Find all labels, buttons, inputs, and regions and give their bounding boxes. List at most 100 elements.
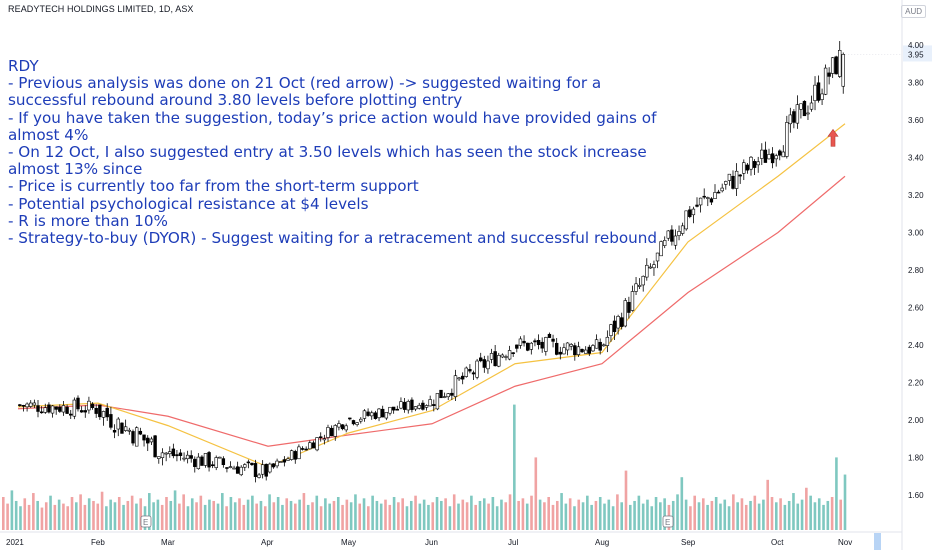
candle-body xyxy=(182,457,186,460)
volume-bar xyxy=(616,494,619,530)
volume-bar xyxy=(547,497,550,530)
volume-bar xyxy=(354,494,357,530)
candle-body xyxy=(634,283,638,292)
candle-body xyxy=(417,404,421,409)
candle-body xyxy=(362,410,367,419)
candle-body xyxy=(486,360,490,370)
candle-body xyxy=(691,208,696,216)
candle-body xyxy=(525,342,530,351)
candle-body xyxy=(641,275,645,286)
candle-body xyxy=(250,462,254,466)
candle-body xyxy=(442,396,447,398)
y-tick-label: 3.20 xyxy=(908,191,924,200)
candle-body xyxy=(695,204,699,207)
candle-body xyxy=(439,389,443,399)
volume-bar xyxy=(79,494,82,530)
volume-bar xyxy=(212,500,216,530)
candle-body xyxy=(673,235,678,246)
candle-body xyxy=(781,151,785,158)
volume-bar xyxy=(109,499,112,530)
annotation-line: - Strategy-to-buy (DYOR) - Suggest waiti… xyxy=(8,229,658,248)
candle-body xyxy=(457,377,461,380)
volume-bar xyxy=(135,503,138,530)
time-scroll-indicator[interactable] xyxy=(874,533,881,550)
candle-body xyxy=(540,341,544,349)
volume-bar xyxy=(624,470,628,530)
slow-moving-average-line xyxy=(17,175,846,447)
candle-body xyxy=(536,339,541,345)
volume-bar xyxy=(345,499,349,530)
y-tick-label: 2.40 xyxy=(908,341,924,350)
volume-bar xyxy=(577,499,581,530)
candle-body xyxy=(239,466,243,476)
candle-body xyxy=(175,454,179,457)
volume-bar xyxy=(603,503,606,530)
candle-body xyxy=(344,425,348,431)
candle-body xyxy=(827,72,831,77)
earnings-e-icon[interactable] xyxy=(662,515,674,528)
volume-bar xyxy=(19,506,22,530)
candle-body xyxy=(515,344,519,349)
volume-bar xyxy=(495,506,499,530)
currency-badge[interactable]: AUD xyxy=(901,5,926,18)
volume-bar xyxy=(32,493,35,530)
y-tick-label: 3.95 xyxy=(908,50,924,59)
candle-body xyxy=(609,324,613,336)
volume-bar xyxy=(525,503,529,530)
volume-bar xyxy=(259,500,263,530)
candle-body xyxy=(468,369,472,372)
x-tick-label: Sep xyxy=(681,538,696,547)
annotation-line: almost 4% xyxy=(8,125,89,144)
x-tick-label: Apr xyxy=(261,538,274,547)
volume-bar xyxy=(444,498,447,530)
y-tick-label: 1.80 xyxy=(908,454,924,463)
volume-bar xyxy=(349,502,353,530)
volume-bar xyxy=(195,502,198,530)
candle-body xyxy=(43,407,47,413)
candle-body xyxy=(87,400,91,411)
candle-body xyxy=(453,375,458,397)
candle-body xyxy=(591,345,595,352)
candle-body xyxy=(329,427,334,437)
volume-bar xyxy=(414,495,417,530)
earnings-e-icon[interactable] xyxy=(140,515,152,528)
volume-bar xyxy=(160,504,164,530)
candle-body xyxy=(767,154,771,160)
volume-bar xyxy=(564,503,568,530)
annotation-line: - If you have taken the suggestion, toda… xyxy=(8,108,657,127)
volume-bar xyxy=(70,497,74,530)
volume-bar xyxy=(100,491,104,530)
volume-bar xyxy=(238,498,241,530)
candle-body xyxy=(616,316,620,329)
volume-bar xyxy=(543,502,546,530)
x-tick-label: Jun xyxy=(425,538,438,547)
volume-bar xyxy=(276,497,280,530)
volume-bar xyxy=(302,493,306,530)
candle-body xyxy=(123,426,128,431)
candle-body xyxy=(655,252,660,262)
volume-bar xyxy=(671,500,675,530)
candle-body xyxy=(25,403,29,408)
candle-body xyxy=(745,164,750,171)
candle-body xyxy=(551,338,555,342)
volume-bar xyxy=(689,506,692,530)
candle-body xyxy=(587,346,592,354)
x-tick-label: Jul xyxy=(508,538,518,547)
candle-body xyxy=(304,448,308,451)
analysis-annotation: RDY - Previous analysis was done on 21 O… xyxy=(8,57,658,248)
earnings-e-glyph: E xyxy=(143,518,148,527)
volume-bar xyxy=(534,457,538,530)
candle-body xyxy=(340,424,345,430)
volume-bar xyxy=(732,494,735,530)
volume-bar xyxy=(740,498,744,530)
volume-bar xyxy=(379,503,383,530)
candle-body xyxy=(185,454,190,460)
volume-bar xyxy=(727,506,731,530)
candle-body xyxy=(489,353,494,360)
volume-bar xyxy=(62,503,65,530)
candle-body xyxy=(101,411,106,418)
candle-body xyxy=(688,209,692,217)
candle-body xyxy=(36,405,40,412)
annotation-line: - R is more than 10% xyxy=(8,211,168,230)
